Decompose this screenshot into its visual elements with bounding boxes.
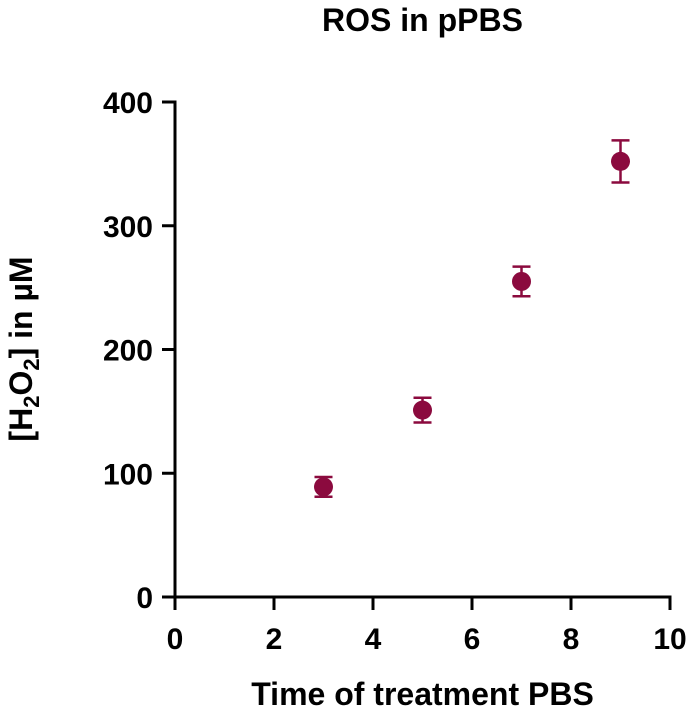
x-tick-label: 2 bbox=[266, 623, 283, 656]
data-point bbox=[413, 400, 432, 420]
data-point bbox=[512, 271, 531, 291]
x-tick-label: 8 bbox=[563, 623, 580, 656]
x-tick-label: 6 bbox=[464, 623, 481, 656]
x-tick-label: 10 bbox=[653, 623, 686, 656]
chart-title: ROS in pPBS bbox=[322, 2, 523, 38]
y-tick-label: 0 bbox=[136, 582, 153, 615]
x-tick-label: 0 bbox=[167, 623, 184, 656]
x-tick-label: 4 bbox=[365, 623, 382, 656]
data-point bbox=[314, 477, 333, 497]
y-tick-label: 300 bbox=[103, 211, 153, 244]
y-tick-label: 200 bbox=[103, 335, 153, 368]
y-tick-label: 100 bbox=[103, 458, 153, 491]
y-tick-label: 400 bbox=[103, 87, 153, 120]
data-point bbox=[611, 151, 630, 171]
x-axis-label: Time of treatment PBS bbox=[251, 676, 594, 712]
